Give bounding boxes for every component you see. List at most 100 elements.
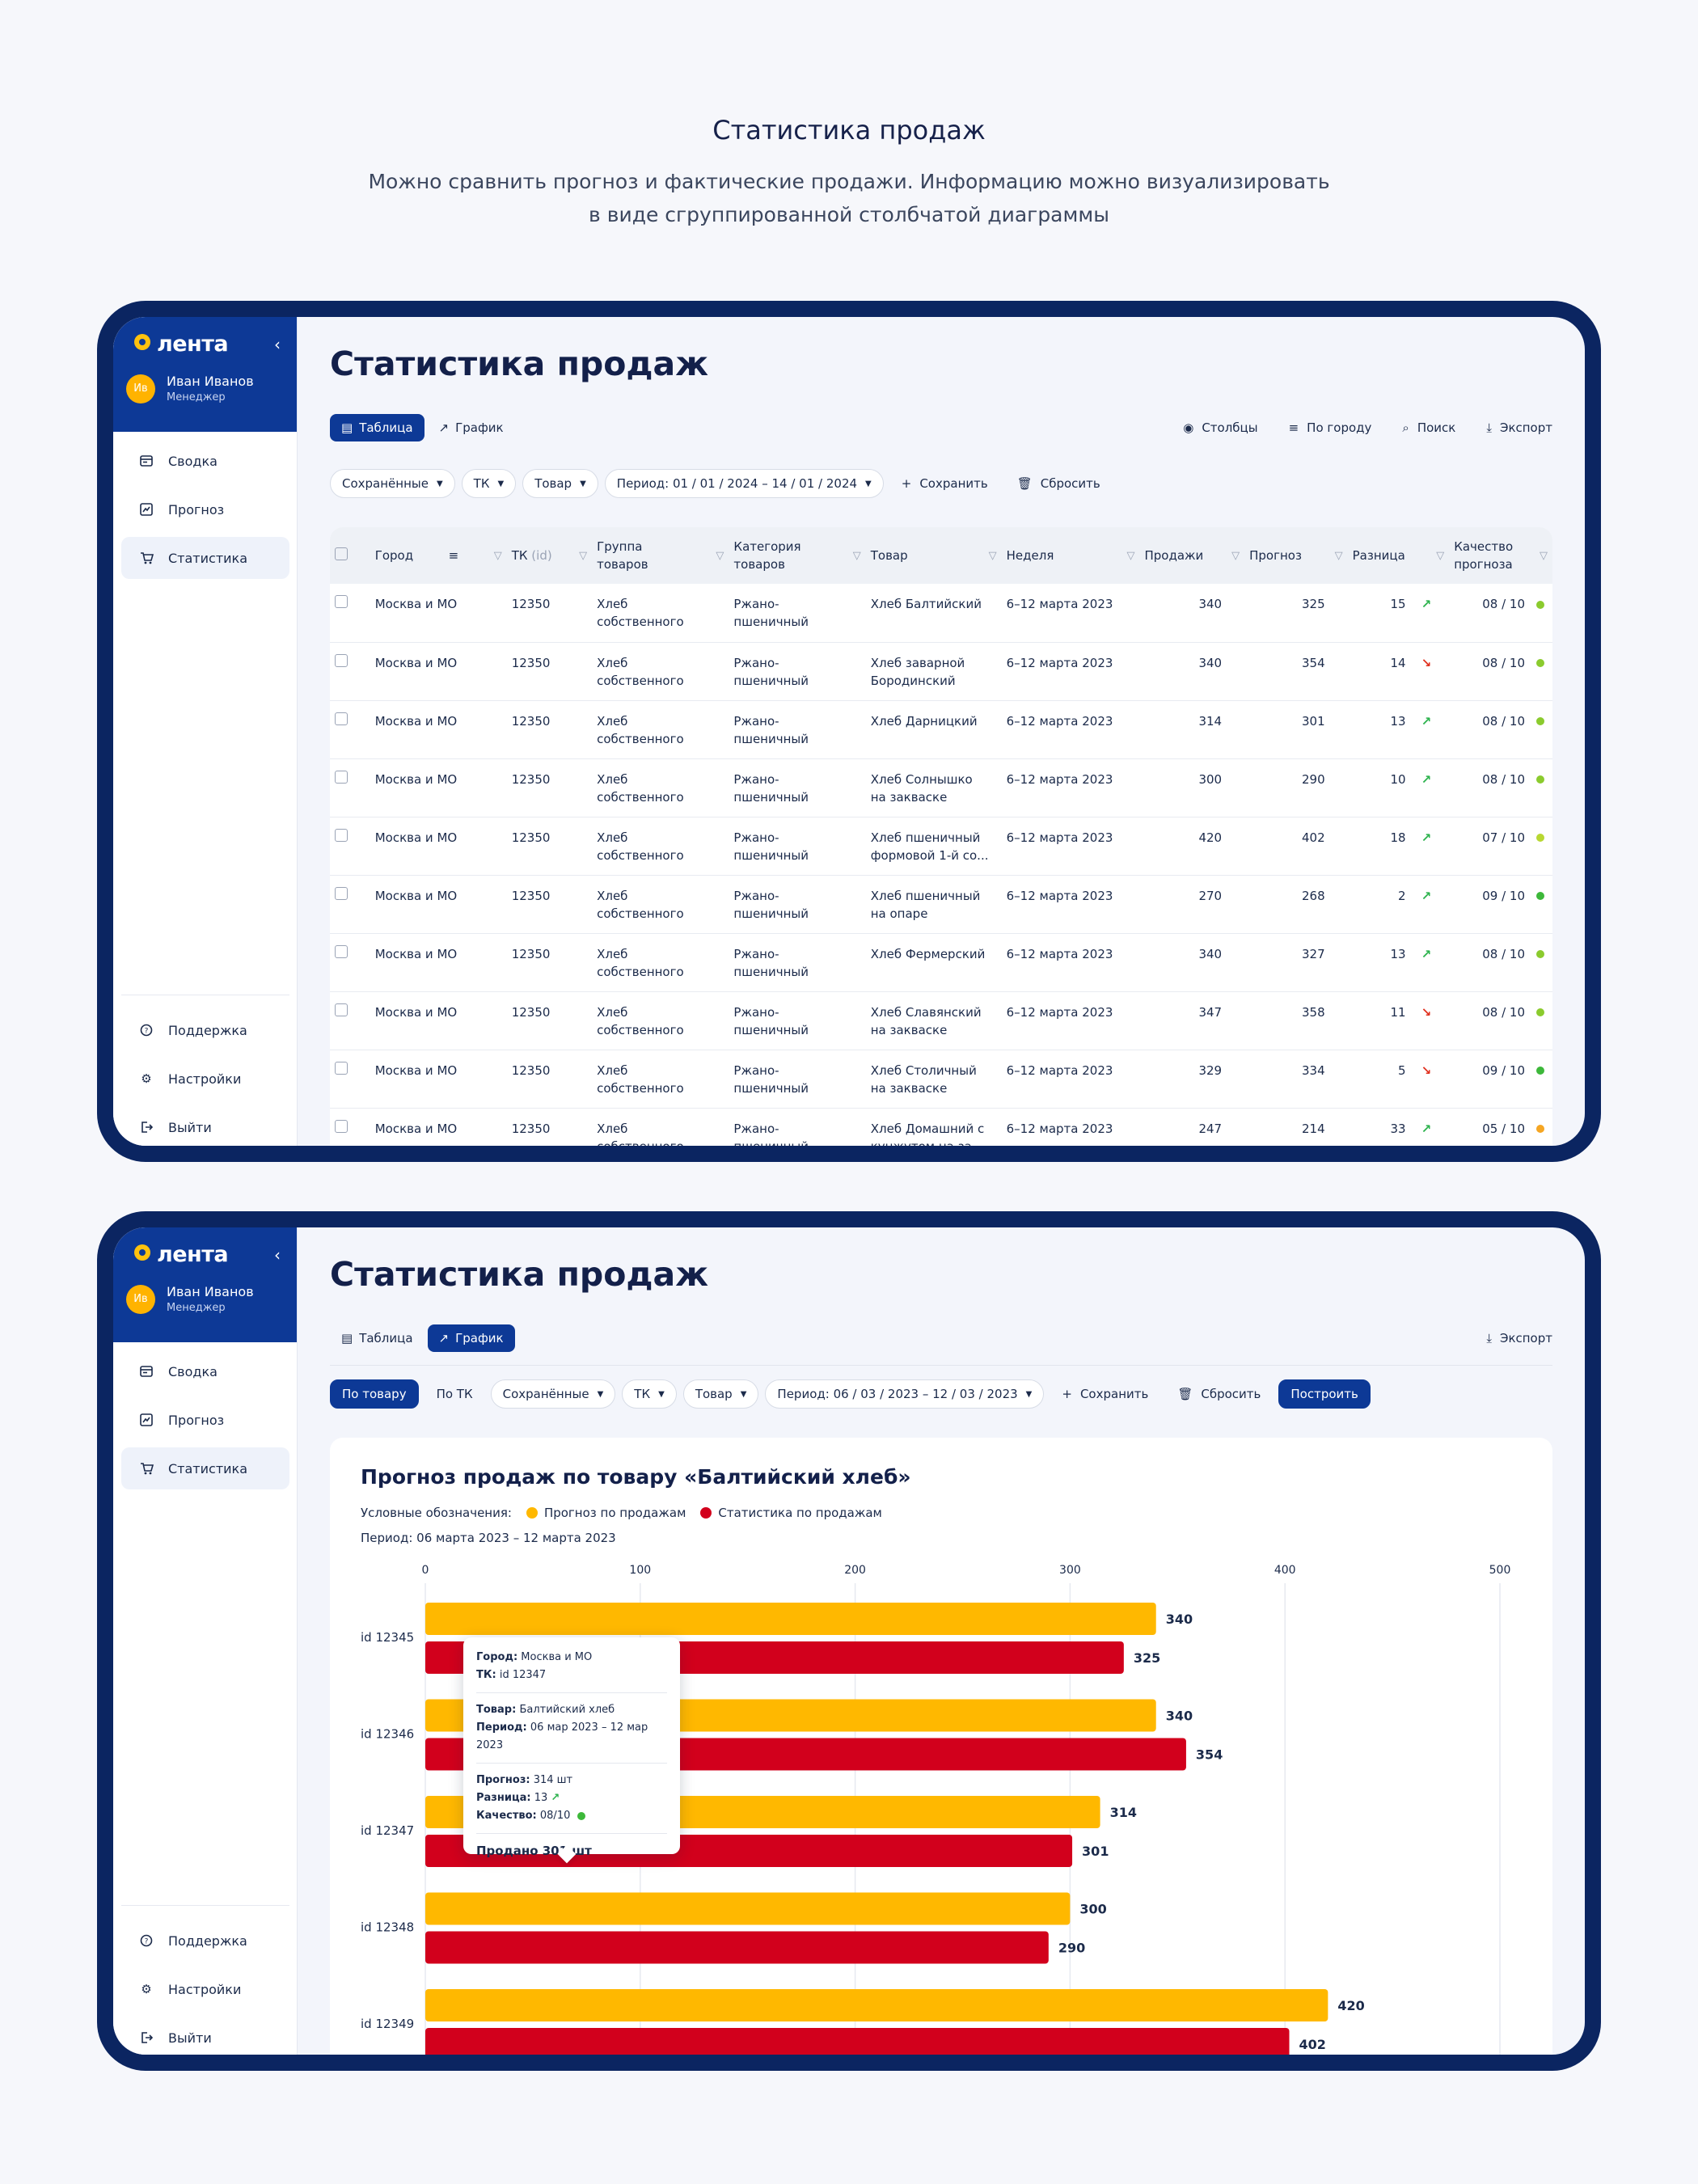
sidebar-item-support[interactable]: ? Поддержка — [121, 1009, 289, 1051]
sidebar-item-statistics[interactable]: Статистика — [121, 1447, 289, 1489]
cell-week: 6–12 марта 2023 — [1001, 933, 1140, 992]
checkbox[interactable] — [335, 653, 348, 667]
columns-button[interactable]: ◉ Столбцы — [1183, 420, 1258, 435]
sidebar-item-settings[interactable]: ⚙ Настройки — [121, 1058, 289, 1100]
tab-table[interactable]: ▤ Таблица — [341, 1331, 413, 1345]
user-card[interactable]: Ив Иван Иванов Менеджер — [126, 1284, 254, 1314]
sidebar-item-logout[interactable]: Выйти — [121, 1106, 289, 1146]
checkbox[interactable] — [335, 770, 348, 784]
product-filter-dropdown[interactable]: Товар ▼ — [682, 1379, 759, 1409]
tk-filter-dropdown[interactable]: ТК ▼ — [622, 1379, 677, 1409]
save-filter-button[interactable]: + Сохранить — [901, 476, 988, 491]
row-select[interactable] — [330, 758, 370, 817]
search-button[interactable]: ⌕ Поиск — [1402, 420, 1456, 435]
sidebar-item-settings[interactable]: ⚙ Настройки — [121, 1968, 289, 2010]
filter-icon[interactable]: ▽ — [716, 549, 724, 562]
tab-table[interactable]: ▤ Таблица — [330, 414, 424, 441]
caret-down-icon: ▼ — [658, 1389, 665, 1399]
by-city-button[interactable]: ≡ По городу — [1288, 420, 1372, 435]
saved-filter-dropdown[interactable]: Сохранённые ▼ — [490, 1379, 616, 1409]
export-button[interactable]: ⤓ Экспорт — [1486, 1331, 1552, 1345]
row-select[interactable] — [330, 875, 370, 934]
row-select[interactable] — [330, 700, 370, 759]
col-category[interactable]: Категория товаров ▽ — [729, 527, 866, 584]
sidebar-item-summary[interactable]: Сводка — [121, 1350, 289, 1392]
reset-filter-button[interactable]: 🗑 Сбросить — [1177, 1387, 1261, 1401]
logo[interactable]: лента — [133, 1242, 229, 1267]
collapse-sidebar-icon[interactable]: ‹ — [274, 335, 281, 354]
col-tk[interactable]: ТК (id) ▽ — [506, 527, 593, 584]
build-chart-button[interactable]: Построить — [1278, 1379, 1371, 1409]
checkbox[interactable] — [335, 595, 348, 608]
checkbox[interactable] — [335, 1061, 348, 1075]
row-select[interactable] — [330, 642, 370, 701]
checkbox[interactable] — [335, 828, 348, 842]
logout-icon — [139, 2030, 154, 2045]
sidebar-item-statistics[interactable]: Статистика — [121, 537, 289, 579]
cell-sales: 300 — [1139, 758, 1245, 817]
period-filter-dropdown[interactable]: Период: 01 / 01 / 2024 – 14 / 01 / 2024 ▼ — [604, 469, 884, 498]
filter-icon[interactable]: ▽ — [1436, 549, 1445, 562]
row-select[interactable] — [330, 991, 370, 1050]
filter-icon[interactable]: ▽ — [852, 549, 861, 562]
product-filter-dropdown[interactable]: Товар ▼ — [522, 469, 598, 498]
period-filter-dropdown[interactable]: Период: 06 / 03 / 2023 – 12 / 03 / 2023 ▼ — [765, 1379, 1045, 1409]
by-product-button[interactable]: По товару — [330, 1379, 419, 1409]
filter-icon[interactable]: ▽ — [493, 549, 502, 562]
row-select[interactable] — [330, 933, 370, 992]
row-select[interactable] — [330, 1050, 370, 1109]
col-city[interactable]: Город ≡ ▽ — [370, 527, 507, 584]
sort-icon[interactable]: ≡ — [448, 548, 459, 563]
row-select[interactable] — [330, 1108, 370, 1146]
col-sales[interactable]: Продажи ▽ — [1139, 527, 1245, 584]
sidebar-item-summary[interactable]: Сводка — [121, 440, 289, 482]
checkbox[interactable] — [335, 547, 348, 560]
filter-icon[interactable]: ▽ — [1334, 549, 1343, 562]
logo[interactable]: лента — [133, 332, 229, 357]
collapse-sidebar-icon[interactable]: ‹ — [274, 1245, 281, 1265]
checkbox[interactable] — [335, 1119, 348, 1133]
col-week[interactable]: Неделя ▽ — [1001, 527, 1140, 584]
select-all[interactable] — [330, 527, 370, 584]
checkbox[interactable] — [335, 712, 348, 725]
filter-icon[interactable]: ▽ — [1126, 549, 1135, 562]
sidebar-item-support[interactable]: ? Поддержка — [121, 1920, 289, 1962]
row-select[interactable] — [330, 817, 370, 876]
cell-diff: 2 ↗ — [1347, 875, 1450, 934]
checkbox[interactable] — [335, 1003, 348, 1016]
filter-icon[interactable]: ▽ — [579, 549, 588, 562]
tab-chart[interactable]: ↗ График — [438, 420, 504, 435]
sidebar-item-logout[interactable]: Выйти — [121, 2017, 289, 2055]
sidebar-item-forecast[interactable]: Прогноз — [121, 1399, 289, 1441]
save-filter-button[interactable]: + Сохранить — [1062, 1387, 1149, 1401]
col-group[interactable]: Группа товаров ▽ — [592, 527, 729, 584]
export-button[interactable]: ⤓ Экспорт — [1486, 420, 1552, 435]
filter-icon[interactable]: ▽ — [1231, 549, 1240, 562]
tab-chart[interactable]: ↗ График — [427, 1324, 515, 1352]
checkbox[interactable] — [335, 944, 348, 958]
user-card[interactable]: Ив Иван Иванов Менеджер — [126, 374, 254, 403]
filter-icon[interactable]: ▽ — [988, 549, 997, 562]
col-product[interactable]: Товар ▽ — [865, 527, 1002, 584]
col-quality[interactable]: Качество прогноза ▽ — [1449, 527, 1552, 584]
row-select[interactable] — [330, 584, 370, 643]
sidebar-item-forecast[interactable]: Прогноз — [121, 488, 289, 530]
col-diff[interactable]: Разница ▽ — [1347, 527, 1450, 584]
checkbox[interactable] — [335, 886, 348, 900]
saved-filter-dropdown[interactable]: Сохранённые ▼ — [330, 469, 455, 498]
col-forecast[interactable]: Прогноз ▽ — [1244, 527, 1348, 584]
tk-filter-dropdown[interactable]: ТК ▼ — [461, 469, 517, 498]
reset-filter-button[interactable]: 🗑 Сбросить — [1016, 476, 1100, 491]
by-tk-button[interactable]: По ТК — [436, 1387, 473, 1401]
filter-icon[interactable]: ▽ — [1540, 549, 1548, 562]
